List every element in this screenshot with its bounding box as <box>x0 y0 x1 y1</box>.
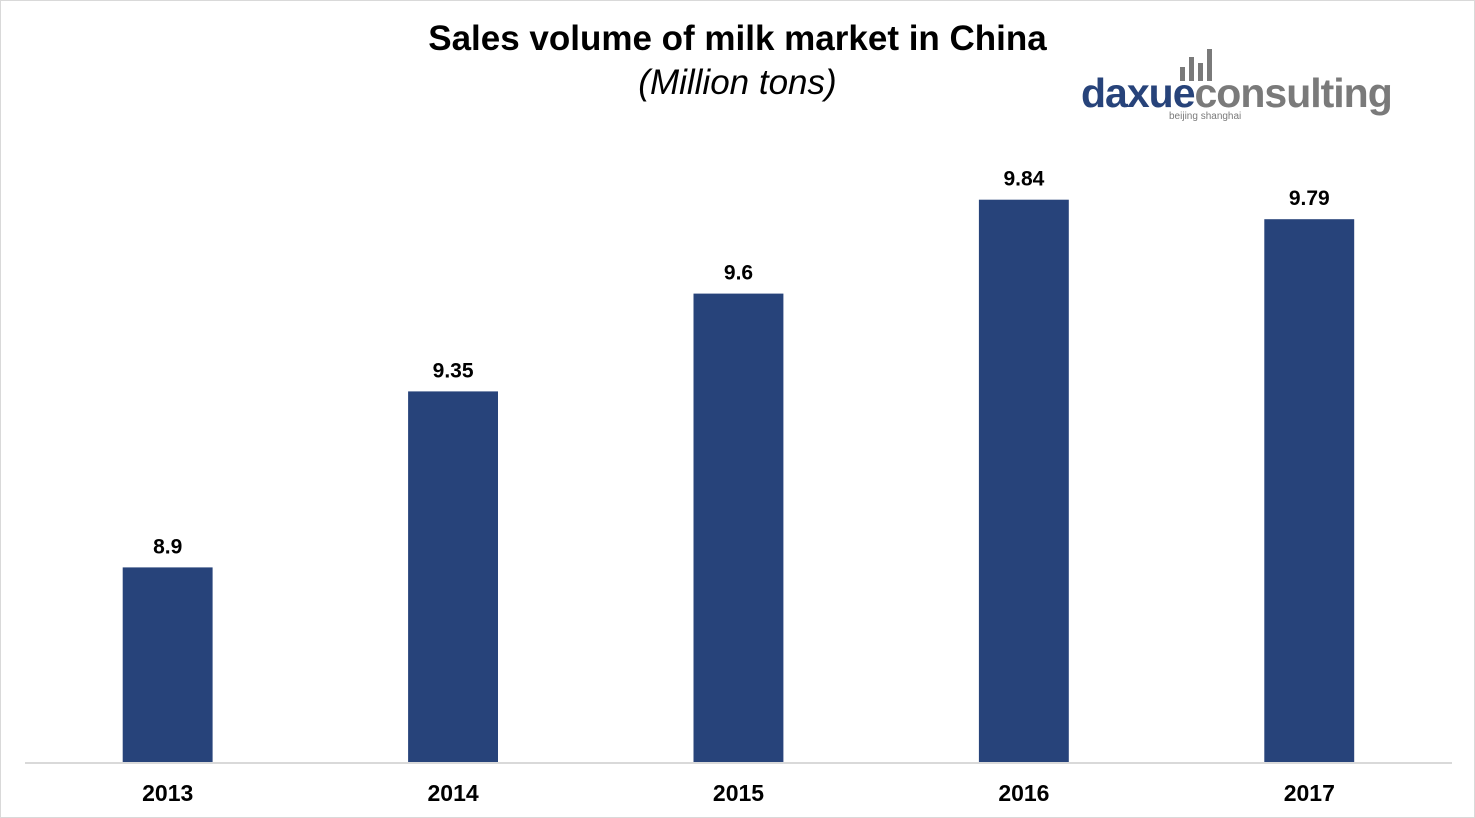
logo-tagline: beijing shanghai <box>1169 111 1242 122</box>
bar-2014 <box>408 391 498 763</box>
chart-subtitle: (Million tons) <box>638 63 837 102</box>
daxue-consulting-logo: daxueconsulting beijing shanghai <box>1081 49 1401 124</box>
x-tick-label-2016: 2016 <box>998 780 1049 806</box>
bar-chart-icon <box>1180 49 1220 81</box>
logo-brand-part1: daxue <box>1081 70 1195 116</box>
x-tick-label-2013: 2013 <box>142 780 193 806</box>
logo-brand-part2: consulting <box>1194 70 1393 116</box>
x-tick-label-2015: 2015 <box>713 780 764 806</box>
labels-layer: 8.9 2013 9.35 2014 9.6 2015 9.84 2016 9.79 2017 <box>142 168 1335 806</box>
bar-2013 <box>122 567 213 763</box>
data-label-2016: 9.84 <box>1003 168 1044 191</box>
chart-title: Sales volume of milk market in China <box>428 19 1047 58</box>
bars-layer <box>122 199 1355 763</box>
data-label-2017: 9.79 <box>1289 187 1330 210</box>
bar-2015 <box>693 293 784 763</box>
data-label-2015: 9.6 <box>724 262 753 285</box>
bar-2017 <box>1264 219 1355 763</box>
logo-wordmark: daxueconsulting <box>1081 70 1393 116</box>
x-tick-label-2014: 2014 <box>428 780 479 806</box>
data-label-2014: 9.35 <box>433 359 474 382</box>
x-tick-label-2017: 2017 <box>1284 780 1335 806</box>
bar-2016 <box>978 199 1069 763</box>
data-label-2013: 8.9 <box>153 535 182 558</box>
